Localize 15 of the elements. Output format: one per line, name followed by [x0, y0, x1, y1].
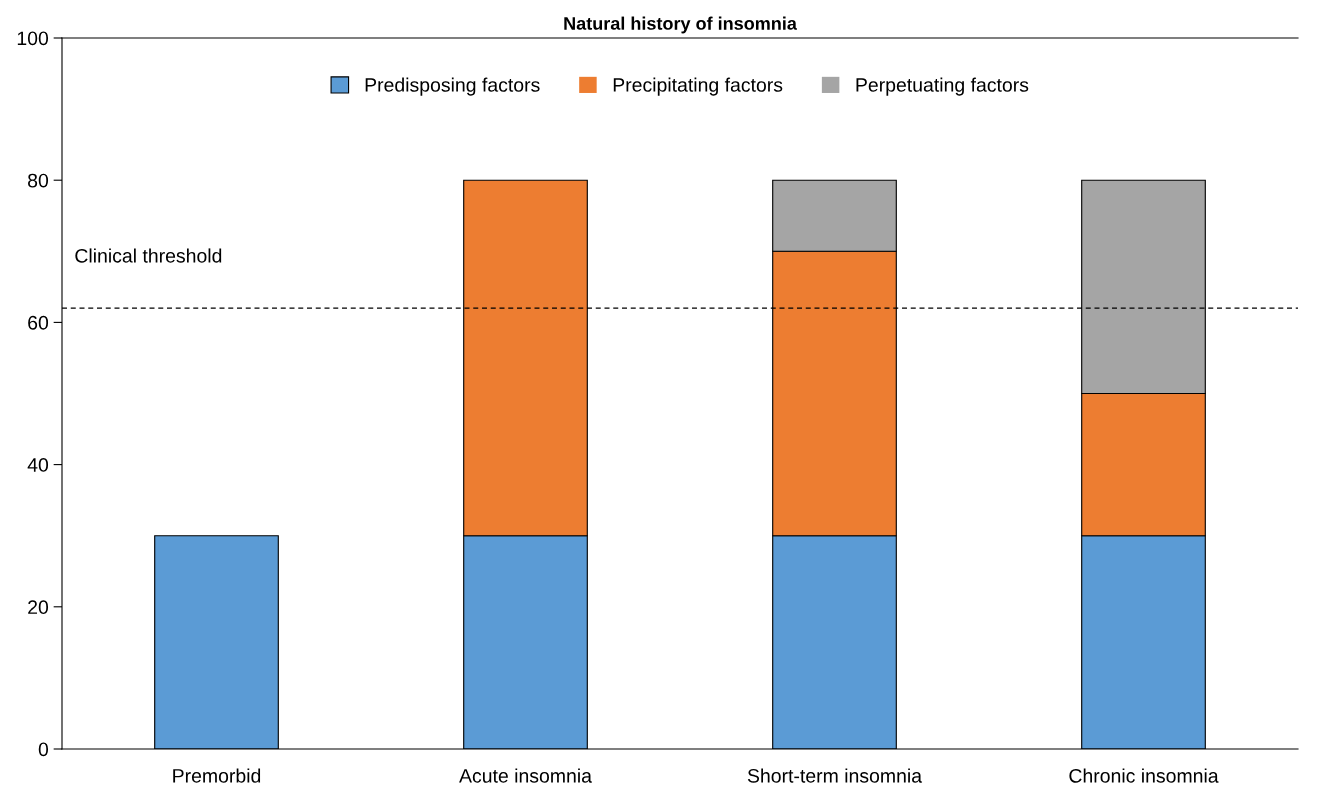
ref-line-label: Clinical threshold: [75, 248, 222, 263]
x-tick-label: Short-term insomnia: [747, 768, 923, 783]
legend-label: Perpetuating factors: [856, 77, 1029, 96]
legend-label: Precipitating factors: [613, 77, 783, 96]
x-tick-label: Premorbid: [173, 768, 261, 783]
y-tick-label: 100: [17, 31, 49, 46]
x-tick-label: Acute insomnia: [459, 768, 592, 783]
y-tick-label: 20: [28, 600, 49, 615]
x-tick-label: Chronic insomnia: [1069, 768, 1219, 783]
y-tick-label: 60: [28, 315, 49, 330]
y-tick-label: 40: [27, 458, 49, 472]
y-tick-label: 80: [28, 173, 49, 188]
chart-title: Natural history of insomnia: [564, 16, 797, 34]
y-tick-label: 0: [38, 742, 49, 757]
legend-label: Predisposing factors: [365, 77, 540, 96]
